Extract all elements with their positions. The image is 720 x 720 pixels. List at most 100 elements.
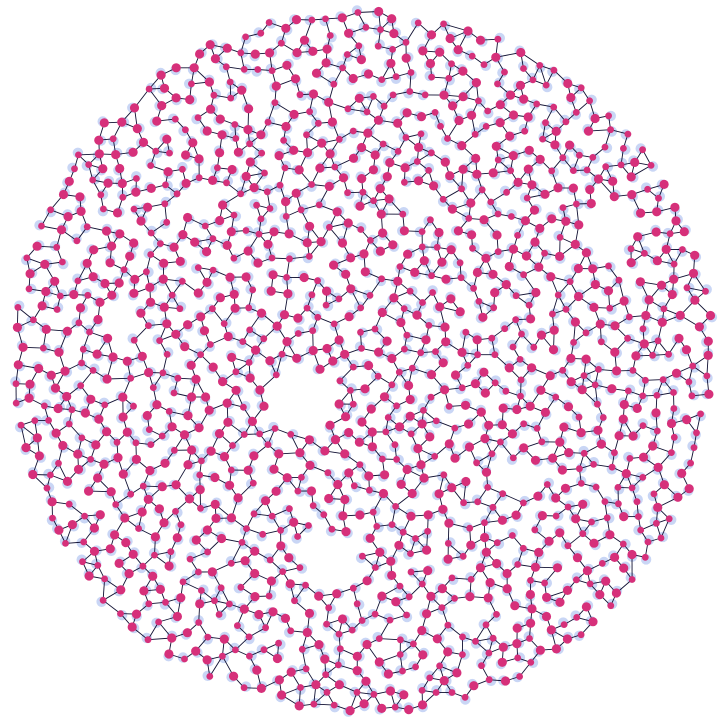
- graph-node: [403, 611, 410, 619]
- graph-node: [413, 158, 421, 165]
- graph-node: [245, 157, 255, 167]
- graph-node: [599, 414, 607, 421]
- graph-node: [259, 401, 269, 411]
- graph-node: [309, 327, 317, 335]
- graph-node: [574, 220, 584, 230]
- graph-node: [298, 645, 306, 653]
- graph-node: [418, 580, 426, 588]
- graph-node: [402, 134, 410, 141]
- graph-node: [332, 207, 342, 217]
- graph-node: [308, 46, 318, 56]
- graph-node: [523, 194, 531, 202]
- graph-node: [121, 538, 131, 548]
- graph-node: [214, 164, 221, 172]
- graph-edge: [275, 354, 283, 376]
- graph-node: [444, 518, 454, 528]
- graph-node: [227, 352, 237, 362]
- graph-node: [226, 78, 234, 86]
- graph-node: [99, 596, 107, 604]
- graph-node: [498, 642, 508, 652]
- graph-node: [595, 366, 602, 373]
- graph-node: [209, 305, 216, 313]
- graph-node: [349, 400, 357, 408]
- graph-node: [363, 108, 371, 116]
- graph-node: [343, 218, 353, 228]
- graph-node: [161, 200, 169, 208]
- graph-node: [546, 272, 556, 282]
- graph-node: [357, 304, 365, 312]
- graph-node: [45, 417, 52, 424]
- graph-node: [393, 456, 400, 463]
- graph-node: [56, 225, 67, 235]
- graph-node: [419, 473, 429, 483]
- graph-node: [232, 646, 239, 654]
- graph-node: [504, 363, 514, 373]
- graph-node: [218, 377, 228, 387]
- graph-node: [240, 66, 248, 73]
- graph-node: [603, 514, 611, 522]
- graph-node: [656, 280, 667, 290]
- graph-node: [315, 119, 322, 127]
- graph-node: [329, 260, 339, 270]
- graph-node: [245, 304, 253, 312]
- graph-node: [24, 393, 34, 403]
- graph-node: [491, 141, 501, 151]
- graph-node: [286, 505, 293, 513]
- graph-node: [322, 44, 332, 54]
- graph-node: [651, 408, 661, 418]
- graph-node: [282, 60, 292, 70]
- graph-node: [155, 584, 165, 595]
- graph-node: [374, 372, 382, 380]
- graph-node: [543, 481, 551, 488]
- graph-node: [195, 49, 205, 59]
- graph-node: [89, 546, 100, 556]
- graph-node: [435, 302, 445, 312]
- graph-node: [335, 295, 343, 303]
- graph-node: [560, 483, 571, 493]
- graph-node: [299, 35, 310, 45]
- graph-node: [97, 191, 105, 199]
- graph-node: [478, 662, 485, 670]
- graph-node: [590, 113, 600, 124]
- graph-node: [418, 687, 426, 694]
- graph-node: [144, 367, 154, 378]
- graph-node: [294, 165, 304, 175]
- graph-node: [69, 289, 79, 300]
- graph-node: [422, 545, 432, 555]
- graph-node: [187, 445, 197, 455]
- graph-node: [608, 176, 618, 186]
- graph-node: [443, 647, 453, 657]
- graph-node: [530, 237, 540, 247]
- graph-node: [414, 19, 422, 27]
- graph-node: [628, 484, 636, 492]
- graph-node: [524, 145, 534, 155]
- graph-node: [555, 437, 565, 447]
- graph-node: [325, 149, 335, 159]
- graph-node: [330, 80, 338, 88]
- graph-node: [685, 378, 693, 386]
- graph-node: [428, 73, 435, 81]
- graph-node: [55, 459, 62, 467]
- graph-node: [432, 689, 440, 696]
- graph-node: [406, 511, 416, 521]
- graph-node: [202, 655, 212, 665]
- graph-node: [82, 258, 92, 268]
- graph-node: [703, 372, 711, 380]
- graph-node: [373, 115, 384, 125]
- graph-node: [266, 286, 276, 296]
- graph-node: [501, 325, 509, 333]
- graph-node: [653, 519, 660, 527]
- graph-node: [374, 347, 384, 357]
- graph-node: [437, 257, 447, 267]
- graph-node: [204, 405, 214, 415]
- graph-node: [217, 130, 227, 140]
- graph-node: [636, 208, 646, 218]
- graph-node: [375, 246, 385, 256]
- graph-node: [400, 163, 410, 173]
- graph-node: [401, 345, 408, 353]
- graph-node: [544, 536, 554, 546]
- graph-node: [394, 148, 402, 155]
- graph-node: [444, 439, 454, 449]
- graph-node: [283, 274, 290, 281]
- graph-node: [560, 621, 568, 628]
